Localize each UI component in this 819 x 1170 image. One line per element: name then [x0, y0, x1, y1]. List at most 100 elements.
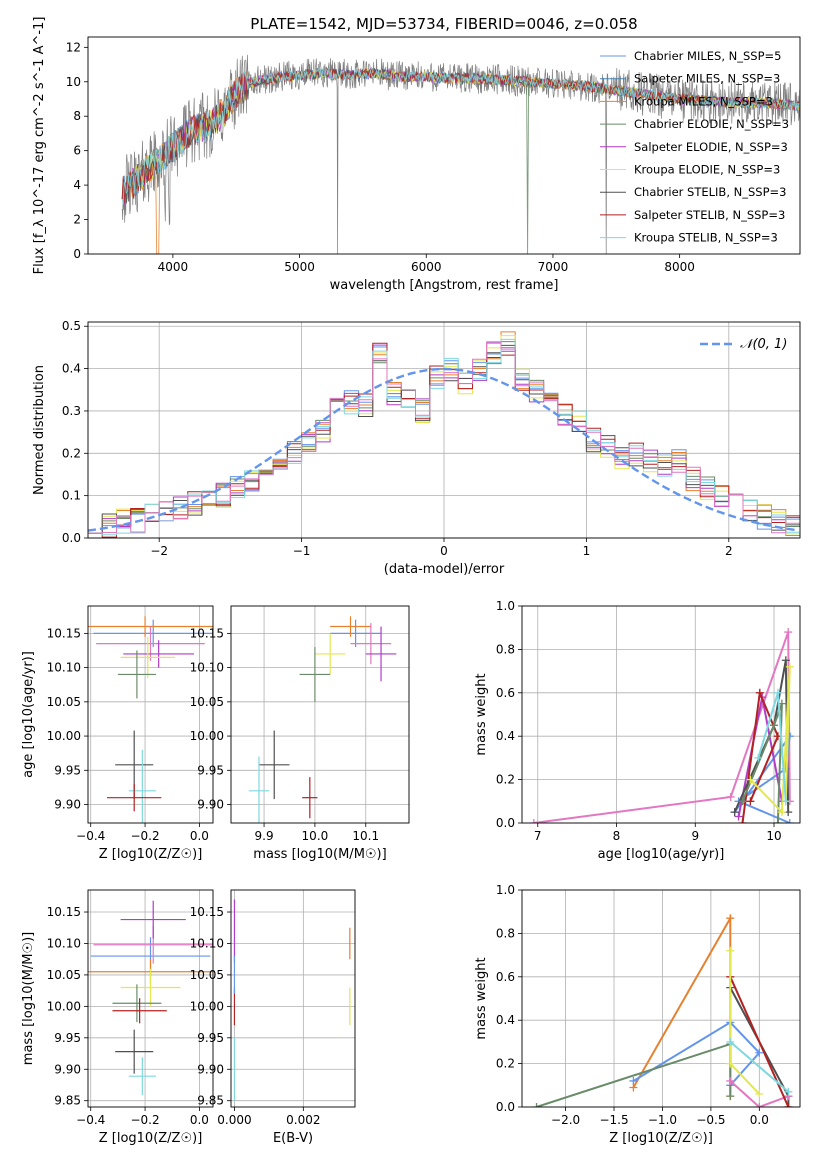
legend-entry: Kroupa STELIB, N_SSP=3: [634, 231, 778, 245]
x-tick-label: 1: [583, 544, 591, 558]
legend-entry: Kroupa MILES, N_SSP=3: [634, 94, 773, 108]
weight-line: [741, 688, 779, 823]
weight-line: [729, 950, 761, 1095]
mass_vs_age-plot-area: [248, 616, 397, 823]
errorbar-point: [112, 984, 162, 1023]
errorbar-point: [107, 783, 162, 812]
figure-title: PLATE=1542, MJD=53734, FIBERID=0046, z=0…: [250, 15, 637, 33]
weight-marker: [738, 797, 747, 806]
x-axis-label: E(B-V): [273, 1131, 313, 1146]
y-axis-label: mass weight: [474, 957, 489, 1039]
y-axis-label: Flux [f_λ 10^-17 erg cm^-2 s^-1 A^-1]: [32, 17, 47, 275]
weight-marker: [777, 808, 786, 817]
x-tick-label: −0.2: [130, 1113, 159, 1127]
x-axis-label: mass [log10(M/M☉)]: [253, 847, 386, 862]
weight-marker: [755, 688, 764, 697]
y-tick-label: 10.15: [47, 905, 81, 919]
weight-marker: [726, 792, 735, 801]
errorbar-point: [112, 998, 167, 1024]
errorbar-point: [314, 633, 346, 675]
y-tick-label: 0.2: [496, 1057, 515, 1071]
legend-entry: Salpeter ELODIE, N_SSP=3: [634, 140, 788, 154]
y-tick-label: 9.90: [54, 798, 81, 812]
weight-marker: [730, 808, 739, 817]
weight-line: [749, 666, 791, 815]
errorbar-point: [120, 968, 181, 1007]
y-tick-label: 0.2: [62, 446, 81, 460]
y-tick-label: 4: [73, 178, 81, 192]
weight-marker: [734, 812, 743, 821]
z_vs_mass-plot-area: [88, 900, 213, 1096]
errorbar-point: [330, 616, 371, 637]
x-tick-label: 2: [725, 544, 733, 558]
x-tick-label: −0.4: [76, 829, 105, 843]
weight-marker: [746, 797, 755, 806]
gaussian-reference-line: [88, 367, 798, 532]
weight-line: [729, 976, 790, 1107]
errorbar-point: [128, 1057, 156, 1096]
x-axis-label: age [log10(age/yr)]: [598, 847, 725, 862]
legend-entry: 𝒩(0, 1): [740, 337, 787, 352]
x-tick-label: −1.5: [599, 1113, 628, 1127]
y-tick-label: 0.4: [496, 729, 515, 743]
model-spectrum-line: [121, 67, 800, 204]
y-tick-label: 9.95: [54, 763, 81, 777]
x-axis-label: wavelength [Angstrom, rest frame]: [330, 278, 559, 293]
weight-line: [533, 631, 791, 823]
residuals-panel: −2 −1 0 1 2 0.0 0.1 0.2 0.3 0.4 0.5 (data-model)/er…: [32, 319, 801, 577]
errorbar-point: [88, 616, 213, 637]
x-axis-label: (data-model)/error: [384, 562, 505, 577]
y-tick-label: 0.0: [496, 816, 515, 830]
y-tick-label: 9.90: [54, 1062, 81, 1076]
weight-marker: [785, 819, 794, 823]
z_vs_age-plot-area: [88, 616, 213, 823]
x-tick-label: 8: [613, 829, 621, 843]
errorbar-point: [117, 650, 156, 699]
y-tick-label: 10.05: [47, 968, 81, 982]
z_weights-panel: −2.0 −1.5 −1.0 −0.5 0.0 0.0 0.2 0.4 0.6 0.8 1.0 Z […: [474, 883, 801, 1146]
y-tick-label: 6: [73, 144, 81, 158]
model-spectrum-line: [121, 67, 800, 204]
weight-marker: [726, 1037, 735, 1046]
weight-marker: [755, 1048, 764, 1057]
x-tick-label: −2.0: [551, 1113, 580, 1127]
z_vs_mass-panel: −0.4 −0.2 0.0 9.85 9.90 9.95 10.00 10.05 10.10 10…: [21, 889, 214, 1146]
ebv_vs_mass-plot-area: [233, 899, 351, 1101]
y-tick-label: 0: [73, 247, 81, 261]
errorbar-point: [299, 647, 331, 702]
y-tick-label: 9.95: [54, 1031, 81, 1045]
ebv_vs_mass-panel: 0.000 0.002 9.85 9.90 9.95 10.00 10.05 10.10 10.…: [190, 889, 356, 1146]
spectrum-plot-area: [121, 54, 800, 254]
x-tick-label: 0: [440, 544, 448, 558]
x-tick-label: 10.0: [302, 829, 329, 843]
x-tick-label: 8000: [664, 260, 695, 274]
y-tick-label: 9.85: [54, 1094, 81, 1108]
model-spectrum-line: [121, 67, 800, 200]
legend-entry: Chabrier STELIB, N_SSP=3: [634, 185, 786, 199]
weight-line: [729, 1080, 789, 1107]
y-tick-label: 0.2: [496, 773, 515, 787]
y-tick-label: 10.05: [47, 695, 81, 709]
weight-marker: [726, 1076, 735, 1085]
errorbar-point: [115, 1029, 154, 1074]
z_weights-plot-area: [532, 914, 793, 1107]
weight-marker: [773, 819, 782, 823]
legend-entry: Kroupa ELODIE, N_SSP=3: [634, 163, 780, 177]
residuals-plot-area: [88, 331, 800, 538]
y-tick-label: 10.10: [190, 661, 224, 675]
y-axis-label: Normed distribution: [32, 365, 47, 495]
y-axis-label: age [log10(age/yr)]: [21, 651, 36, 778]
x-tick-label: 0.000: [217, 1113, 251, 1127]
y-tick-label: 10.05: [190, 695, 224, 709]
weight-marker: [754, 753, 763, 762]
x-axis-label: Z [log10(Z/Z☉)]: [99, 1131, 203, 1146]
axes-frame: [87, 605, 214, 824]
weight-marker: [781, 797, 790, 806]
y-tick-label: 0.6: [496, 686, 515, 700]
z_vs_age-panel: −0.4 −0.2 0.0 9.90 9.95 10.00 10.05 10.10 10.15 Z…: [21, 605, 214, 862]
y-tick-label: 9.85: [197, 1094, 224, 1108]
y-tick-label: 0.8: [496, 642, 515, 656]
axes-frame: [87, 321, 801, 539]
y-tick-label: 10: [66, 75, 81, 89]
